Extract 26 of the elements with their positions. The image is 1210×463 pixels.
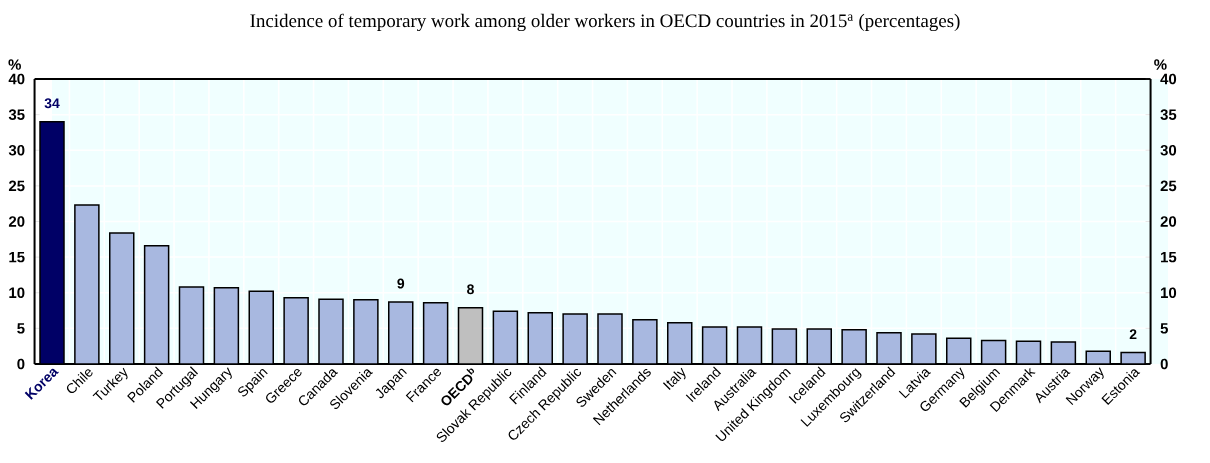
y2-tick-label: 0 xyxy=(1160,358,1168,370)
y2-tick-label: 20 xyxy=(1160,216,1177,227)
y-tick-label: 15 xyxy=(9,251,25,263)
x-tick-label: Italy xyxy=(662,367,686,391)
y-tick-label: 35 xyxy=(8,109,25,120)
y-tick-label: 20 xyxy=(8,216,25,227)
y2-axis-title: % xyxy=(1154,59,1167,70)
y2-tick-label: 40 xyxy=(1160,73,1177,85)
y2-tick-label: 10 xyxy=(1161,287,1177,299)
y2-tick-label: 25 xyxy=(1160,180,1177,192)
chart-title: Incidence of temporary work among older workers in OECD countries in 2015$^{a}$ (percentages) xyxy=(250,13,960,32)
data-label: 2 xyxy=(1129,329,1137,340)
y-tick-label: 25 xyxy=(8,180,25,192)
y-tick-label: 0 xyxy=(17,358,25,370)
y2-tick-label: 5 xyxy=(1160,323,1168,334)
y-axis-title: % xyxy=(8,59,21,70)
y-tick-label: 30 xyxy=(8,144,25,156)
y-tick-label: 10 xyxy=(9,287,25,299)
y2-tick-label: 15 xyxy=(1161,251,1177,263)
y-tick-label: 5 xyxy=(17,323,25,334)
y2-tick-label: 30 xyxy=(1160,144,1177,156)
y2-tick-label: 35 xyxy=(1160,109,1177,120)
y-tick-label: 40 xyxy=(8,73,25,85)
data-label: 8 xyxy=(467,284,474,295)
data-label: 9 xyxy=(397,278,405,289)
data-label: 34 xyxy=(44,98,60,109)
